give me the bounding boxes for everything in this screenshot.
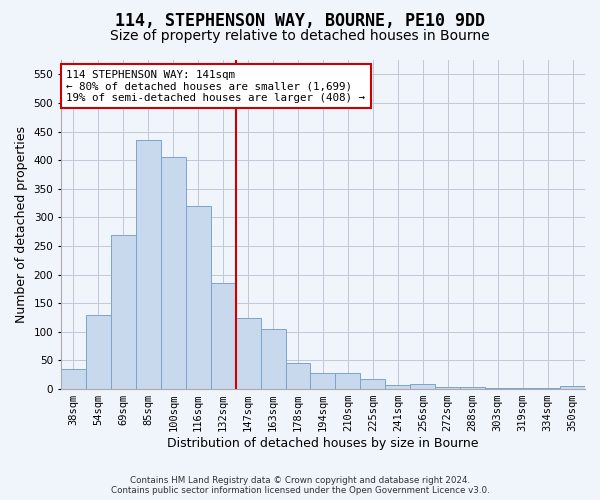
Bar — [535, 388, 560, 389]
Bar — [136, 140, 161, 389]
Text: 114, STEPHENSON WAY, BOURNE, PE10 9DD: 114, STEPHENSON WAY, BOURNE, PE10 9DD — [115, 12, 485, 30]
Bar — [111, 234, 136, 389]
Bar — [560, 386, 585, 389]
Bar — [186, 206, 211, 389]
Bar — [410, 384, 435, 389]
Text: 114 STEPHENSON WAY: 141sqm
← 80% of detached houses are smaller (1,699)
19% of s: 114 STEPHENSON WAY: 141sqm ← 80% of deta… — [66, 70, 365, 103]
Bar — [510, 388, 535, 389]
Bar — [161, 158, 186, 389]
Bar — [460, 388, 485, 389]
Bar — [236, 318, 260, 389]
Bar — [385, 384, 410, 389]
Bar — [61, 369, 86, 389]
Text: Contains HM Land Registry data © Crown copyright and database right 2024.
Contai: Contains HM Land Registry data © Crown c… — [110, 476, 490, 495]
Bar — [435, 388, 460, 389]
Bar — [361, 380, 385, 389]
Bar — [260, 329, 286, 389]
Bar — [485, 388, 510, 389]
Bar — [286, 364, 310, 389]
X-axis label: Distribution of detached houses by size in Bourne: Distribution of detached houses by size … — [167, 437, 479, 450]
Bar — [335, 373, 361, 389]
Bar — [86, 314, 111, 389]
Bar — [211, 283, 236, 389]
Text: Size of property relative to detached houses in Bourne: Size of property relative to detached ho… — [110, 29, 490, 43]
Bar — [310, 373, 335, 389]
Y-axis label: Number of detached properties: Number of detached properties — [15, 126, 28, 323]
